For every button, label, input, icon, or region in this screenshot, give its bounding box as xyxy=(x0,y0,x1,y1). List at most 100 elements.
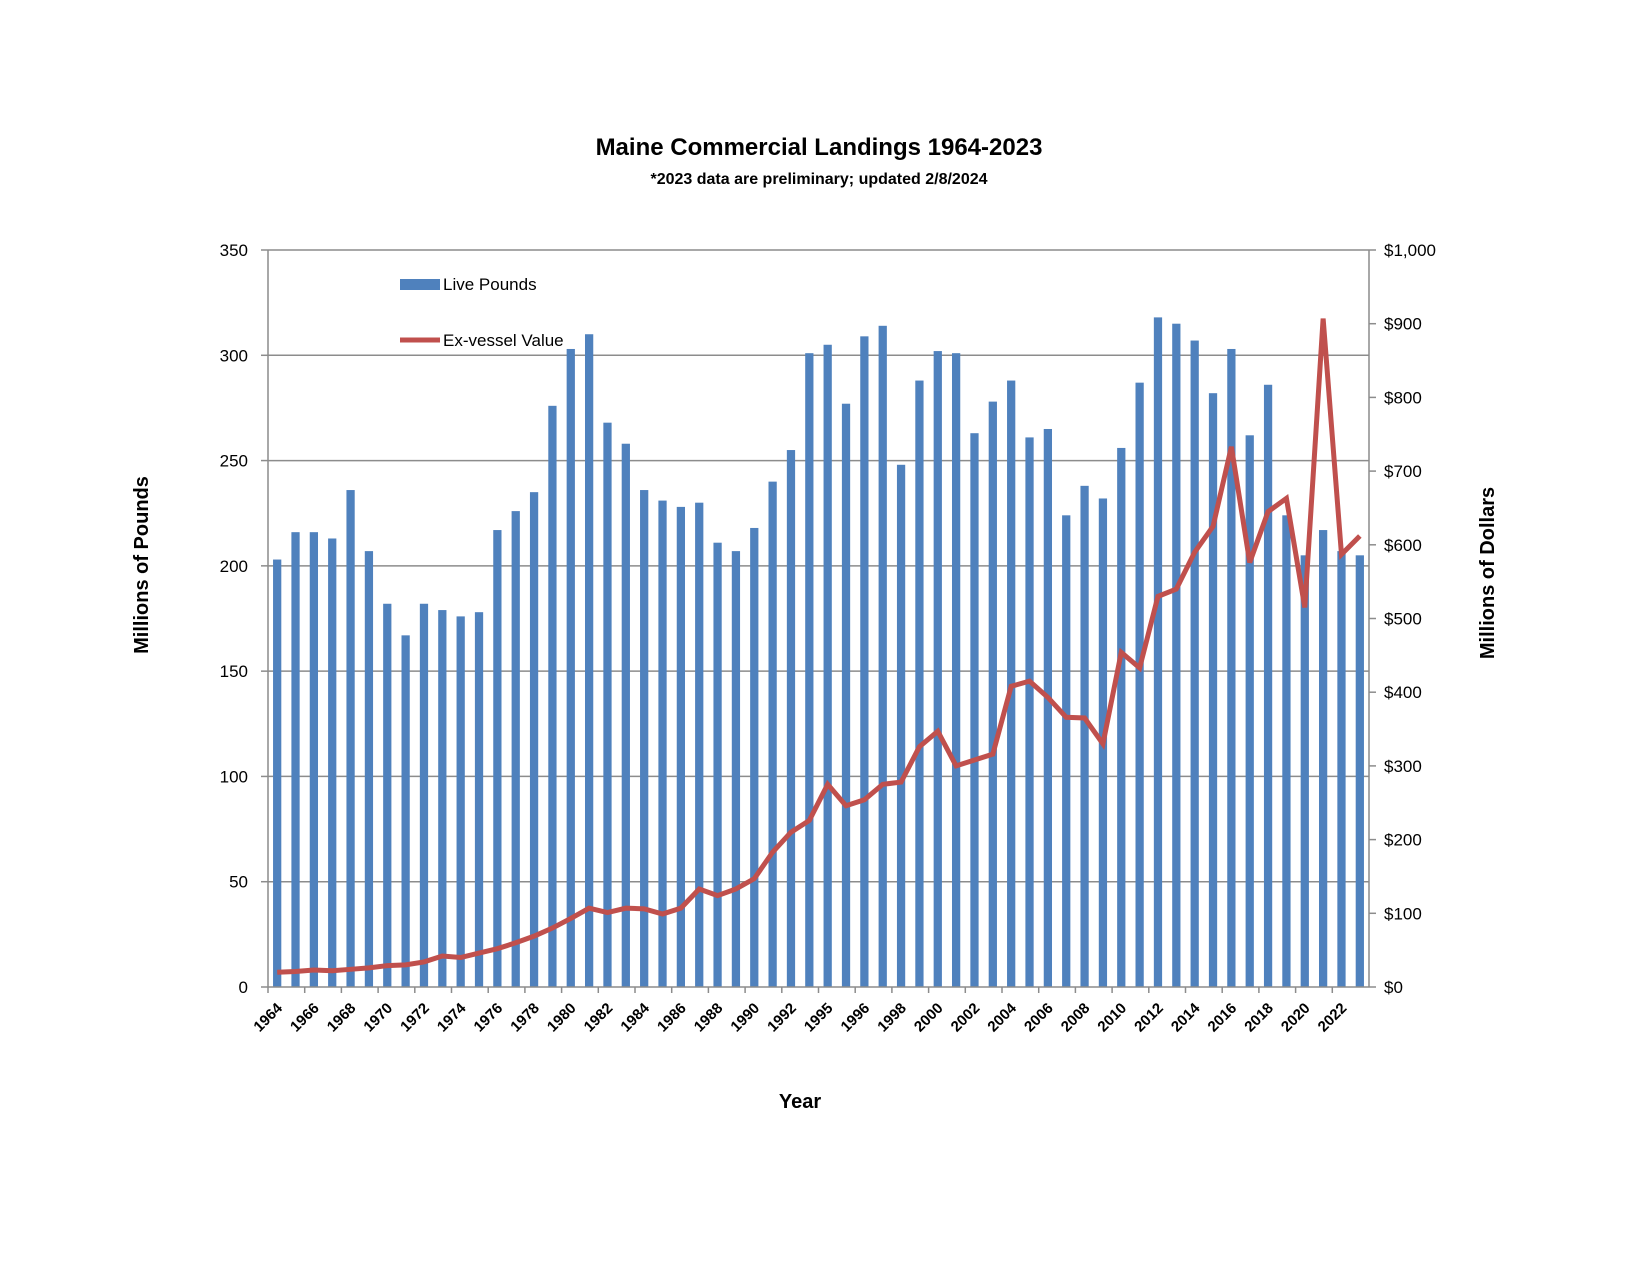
bar-2015 xyxy=(1208,393,1218,987)
bar-1976 xyxy=(493,530,502,987)
y2-tick-label: $600 xyxy=(1384,536,1422,555)
x-tick-label: 1966 xyxy=(287,1000,323,1036)
x-tick-label: 2008 xyxy=(1058,1000,1094,1036)
bar-1977 xyxy=(511,511,520,987)
x-tick-label: 1976 xyxy=(471,1000,507,1036)
bar-1989 xyxy=(731,551,741,987)
x-tick-label: 1968 xyxy=(324,1000,360,1036)
legend-swatch-live-pounds xyxy=(400,279,440,290)
bar-1995 xyxy=(823,344,832,987)
bar-2012 xyxy=(1153,317,1163,988)
bar-series-live-pounds xyxy=(273,317,1364,988)
x-tick-label: 1972 xyxy=(397,1000,433,1036)
bar-1980 xyxy=(566,348,575,987)
y2-tick-label: $300 xyxy=(1384,757,1422,776)
y2-tick-label: $1,000 xyxy=(1384,241,1436,260)
x-tick-label: 1980 xyxy=(544,1000,580,1036)
legend-label-live-pounds: Live Pounds xyxy=(443,275,537,294)
bar-1968 xyxy=(346,490,355,987)
bar-1998 xyxy=(896,464,906,988)
x-tick-label: 1964 xyxy=(250,999,286,1035)
x-tick-label: 2018 xyxy=(1241,1000,1277,1036)
bar-2007 xyxy=(1062,515,1071,987)
bar-1979 xyxy=(548,405,557,987)
x-tick-label: 2012 xyxy=(1131,1000,1167,1036)
bar-1993 xyxy=(805,353,814,987)
bar-1991 xyxy=(768,481,777,987)
gridlines xyxy=(268,249,1369,883)
bar-2019 xyxy=(1282,515,1291,987)
bar-2008 xyxy=(1080,485,1089,987)
bar-2020 xyxy=(1300,555,1309,987)
y-tick-label: 150 xyxy=(220,662,248,681)
x-tick-label: 1978 xyxy=(507,1000,543,1036)
bar-2002 xyxy=(970,433,979,987)
y-tick-label: 350 xyxy=(220,241,248,260)
bar-1964 xyxy=(273,559,282,987)
x-tick-label: 1995 xyxy=(801,1000,837,1036)
bar-1967 xyxy=(328,538,337,987)
x-tick-label: 1998 xyxy=(874,1000,910,1036)
left-axis-ticks: 0 50 100 150 200 250 300 350 xyxy=(220,241,268,997)
bar-2003 xyxy=(988,401,997,987)
x-tick-label: 1988 xyxy=(691,1000,727,1036)
x-tick-label: 1986 xyxy=(654,1000,690,1036)
y-tick-label: 200 xyxy=(220,557,248,576)
x-tick-label: 1996 xyxy=(838,1000,874,1036)
bar-1981 xyxy=(584,334,594,987)
right-axis-ticks: $0 $100 $200 $300 $400 $500 $600 $700 $800 $900 $1… xyxy=(1369,241,1436,997)
bar-2005 xyxy=(1025,437,1034,987)
axes xyxy=(267,250,1370,988)
legend-label-ex-vessel-value: Ex-vessel Value xyxy=(443,331,564,350)
x-tick-label: 2022 xyxy=(1315,1000,1351,1036)
x-axis-ticks: 1964 1966 1968 1970 1972 1974 1976 1978 1980 1982… xyxy=(250,987,1350,1035)
bar-1965 xyxy=(291,532,300,987)
bar-1986 xyxy=(676,506,686,987)
x-tick-label: 2002 xyxy=(948,1000,984,1036)
bar-2011 xyxy=(1135,382,1144,987)
x-tick-label: 1970 xyxy=(360,1000,396,1036)
x-tick-label: 1982 xyxy=(581,1000,617,1036)
bar-1985 xyxy=(658,500,667,987)
chart-title: Maine Commercial Landings 1964-2023 xyxy=(596,134,1043,161)
bar-2000 xyxy=(933,351,942,987)
y-axis-title: Millions of Pounds xyxy=(131,476,153,654)
bar-1984 xyxy=(640,490,649,987)
y2-tick-label: $800 xyxy=(1384,388,1422,407)
x-axis-title: Year xyxy=(779,1091,821,1113)
y2-tick-label: $500 xyxy=(1384,610,1422,629)
y2-tick-label: $200 xyxy=(1384,831,1422,850)
bar-1999 xyxy=(915,380,924,987)
x-tick-label: 2016 xyxy=(1205,1000,1241,1036)
legend: Live Pounds Ex-vessel Value xyxy=(400,275,564,350)
bar-1987 xyxy=(695,502,704,987)
y2-tick-label: $0 xyxy=(1384,978,1403,997)
bar-2016 xyxy=(1227,348,1236,987)
bar-1983 xyxy=(621,443,630,987)
y2-tick-label: $400 xyxy=(1384,683,1422,702)
x-tick-label: 1990 xyxy=(727,1000,763,1036)
bar-1992 xyxy=(786,450,796,987)
x-tick-label: 2000 xyxy=(911,1000,947,1036)
x-tick-label: 2006 xyxy=(1021,1000,1057,1036)
y-tick-label: 100 xyxy=(220,767,248,786)
x-tick-label: 2010 xyxy=(1094,1000,1130,1036)
bar-2013 xyxy=(1172,323,1181,987)
y2-axis-title: Millions of Dollars xyxy=(1477,487,1499,659)
bar-1971 xyxy=(401,635,410,987)
x-tick-label: 2014 xyxy=(1168,999,1204,1035)
ex-vessel-value-line xyxy=(277,318,1362,975)
line-series-ex-vessel-value xyxy=(277,318,1362,975)
bar-1996 xyxy=(860,336,869,987)
bar-1969 xyxy=(364,551,374,987)
bar-1966 xyxy=(309,532,319,987)
y2-tick-label: $900 xyxy=(1384,315,1422,334)
y-tick-label: 50 xyxy=(229,873,248,892)
bar-2010 xyxy=(1117,447,1126,987)
y-tick-label: 250 xyxy=(220,452,248,471)
bar-1970 xyxy=(383,603,392,987)
bar-1995 xyxy=(841,403,851,987)
bar-2006 xyxy=(1043,428,1053,987)
bar-2018 xyxy=(1263,384,1273,987)
